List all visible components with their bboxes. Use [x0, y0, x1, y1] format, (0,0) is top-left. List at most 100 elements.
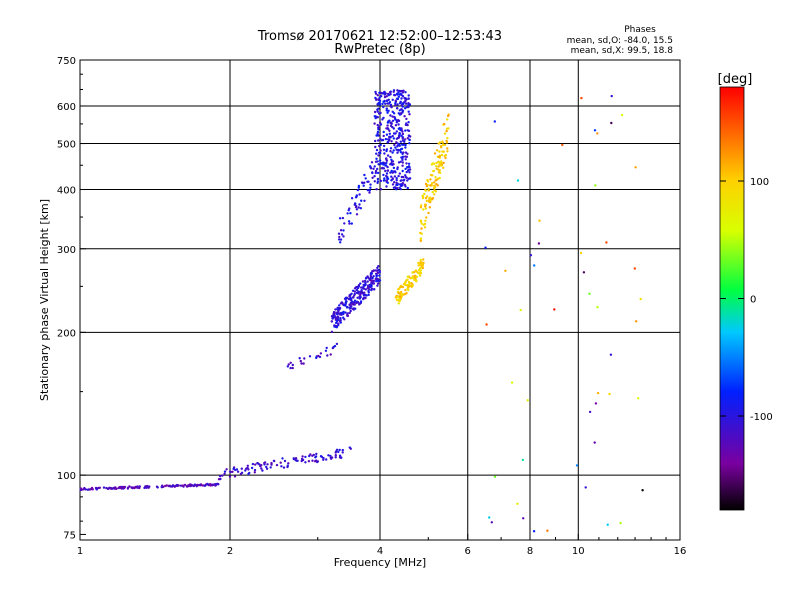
- data-point: [380, 167, 384, 170]
- data-point: [254, 463, 257, 466]
- data-point: [442, 143, 445, 147]
- data-point: [389, 155, 392, 159]
- data-point: [396, 103, 399, 106]
- data-point: [419, 269, 423, 272]
- data-point: [342, 229, 345, 232]
- data-point: [326, 354, 329, 357]
- data-point: [350, 197, 354, 200]
- data-point: [424, 189, 427, 192]
- data-point: [347, 220, 351, 223]
- data-point: [396, 144, 399, 148]
- data-point: [436, 177, 440, 180]
- data-point: [417, 268, 421, 272]
- data-point: [253, 471, 256, 474]
- data-point: [404, 146, 407, 149]
- data-point: [546, 529, 549, 532]
- data-point: [394, 103, 397, 107]
- data-point: [378, 279, 382, 282]
- data-point: [376, 274, 379, 277]
- data-point: [402, 293, 405, 296]
- data-point: [370, 288, 373, 292]
- data-point: [378, 121, 382, 124]
- data-point: [443, 122, 446, 126]
- data-point: [138, 485, 141, 488]
- data-point: [391, 115, 394, 118]
- data-point: [335, 342, 339, 346]
- data-point: [385, 172, 389, 175]
- data-point: [425, 184, 429, 188]
- data-point: [119, 486, 122, 490]
- data-point: [289, 361, 292, 364]
- data-point: [351, 307, 354, 311]
- data-point: [399, 140, 402, 143]
- data-point: [384, 137, 388, 141]
- data-point: [395, 130, 398, 133]
- data-point: [369, 275, 373, 278]
- data-point: [374, 171, 377, 175]
- colorbar-label: [deg]: [718, 72, 753, 87]
- data-point: [372, 288, 376, 291]
- data-point: [374, 92, 378, 95]
- data-point: [388, 101, 392, 104]
- data-point: [386, 169, 390, 172]
- data-point: [445, 141, 449, 144]
- data-point: [484, 246, 487, 249]
- data-point: [335, 317, 338, 320]
- data-point: [228, 475, 232, 478]
- data-point: [339, 241, 342, 244]
- data-point: [443, 132, 447, 135]
- data-point: [375, 269, 379, 272]
- data-point: [368, 189, 371, 192]
- data-point: [399, 151, 403, 154]
- data-point: [488, 516, 491, 519]
- data-point: [399, 160, 402, 163]
- data-point: [401, 132, 405, 136]
- data-point: [322, 456, 325, 460]
- data-point: [434, 176, 437, 179]
- data-point: [376, 94, 379, 97]
- data-point: [403, 107, 407, 110]
- data-point: [424, 219, 427, 222]
- data-point: [385, 159, 389, 162]
- data-point: [330, 330, 334, 333]
- data-point: [385, 133, 389, 136]
- data-point: [397, 119, 400, 122]
- data-point: [438, 150, 441, 153]
- data-point: [407, 177, 410, 180]
- data-point: [407, 121, 410, 124]
- y-tick-label: 600: [57, 102, 76, 113]
- data-point: [610, 94, 613, 98]
- data-point: [349, 301, 353, 305]
- data-point: [437, 161, 441, 164]
- data-point: [619, 521, 622, 525]
- data-point: [375, 157, 378, 160]
- data-point: [342, 235, 345, 238]
- data-point: [641, 489, 644, 492]
- data-point: [389, 136, 392, 139]
- data-point: [529, 254, 533, 257]
- data-point: [392, 90, 395, 94]
- data-point: [376, 130, 380, 134]
- data-point: [260, 467, 263, 470]
- data-point: [348, 306, 351, 309]
- data-point: [332, 311, 336, 314]
- data-point: [304, 455, 307, 459]
- data-point: [402, 139, 405, 143]
- data-point: [362, 283, 365, 287]
- data-point: [385, 174, 388, 178]
- data-point: [356, 296, 359, 299]
- data-point: [419, 231, 422, 235]
- data-point: [406, 137, 409, 140]
- data-point: [398, 143, 401, 146]
- data-point: [357, 290, 360, 293]
- data-point: [510, 381, 514, 384]
- data-point: [354, 196, 358, 199]
- data-point: [260, 464, 263, 467]
- data-point: [396, 107, 399, 110]
- data-point: [389, 150, 392, 153]
- data-point: [390, 140, 393, 143]
- data-point: [440, 164, 443, 167]
- data-point: [378, 99, 382, 103]
- x-tick-label: 6: [465, 546, 471, 557]
- data-point: [188, 484, 191, 487]
